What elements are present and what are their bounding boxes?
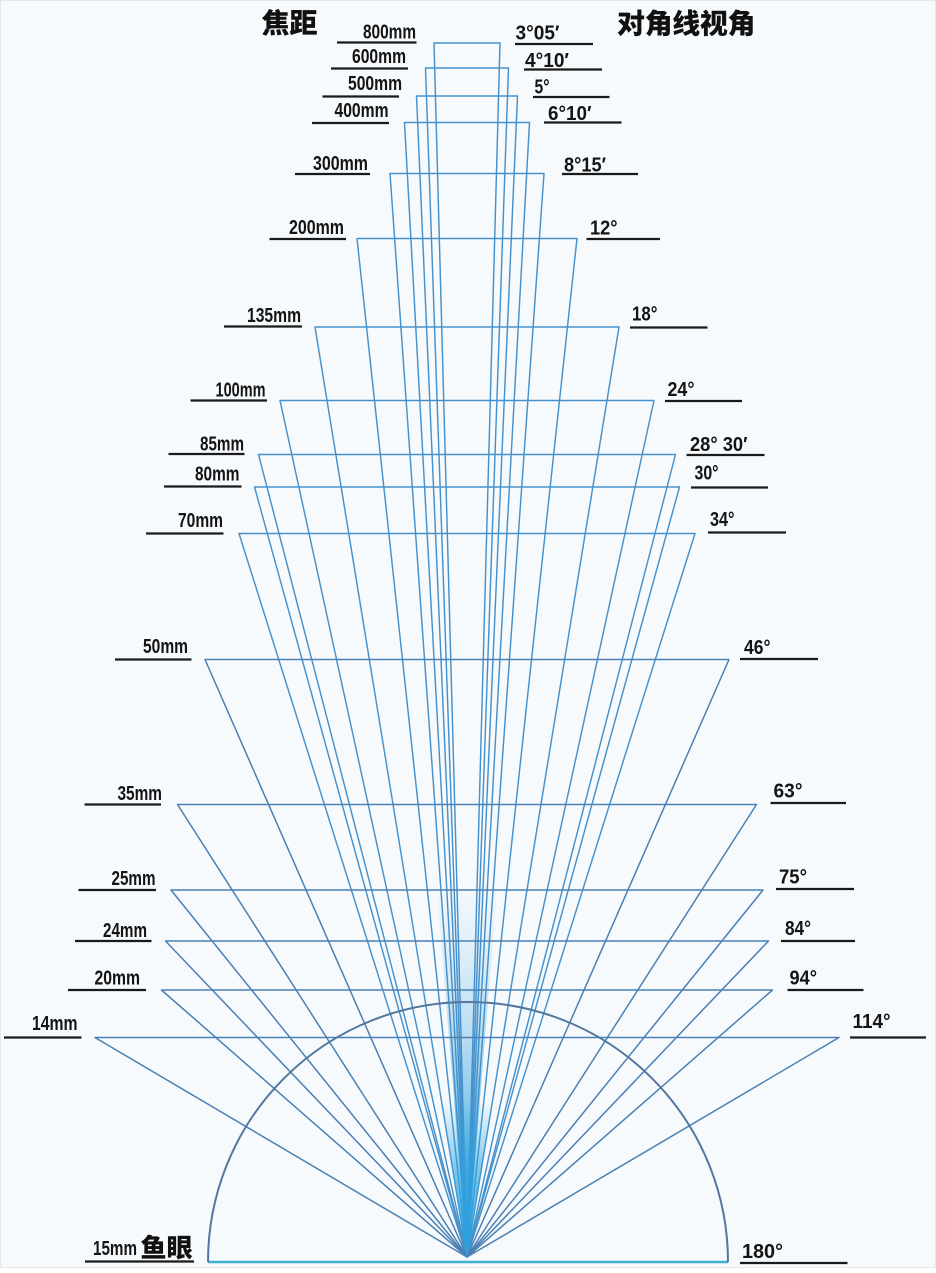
svg-text:100mm: 100mm — [216, 380, 266, 402]
svg-text:6°10′: 6°10′ — [548, 103, 592, 125]
svg-text:600mm: 600mm — [352, 46, 406, 68]
svg-text:75°: 75° — [779, 867, 807, 889]
svg-text:3°05′: 3°05′ — [516, 23, 560, 45]
svg-text:114°: 114° — [853, 1011, 891, 1033]
svg-text:12°: 12° — [590, 218, 618, 240]
svg-text:80mm: 80mm — [195, 464, 240, 486]
svg-text:15mm: 15mm — [93, 1238, 137, 1260]
svg-text:4°10′: 4°10′ — [525, 50, 569, 72]
svg-text:35mm: 35mm — [118, 783, 163, 805]
svg-text:85mm: 85mm — [200, 434, 244, 456]
svg-text:34°: 34° — [710, 509, 735, 531]
svg-text:135mm: 135mm — [247, 305, 301, 327]
svg-text:300mm: 300mm — [313, 153, 368, 175]
svg-text:70mm: 70mm — [178, 510, 223, 532]
svg-text:500mm: 500mm — [348, 73, 402, 95]
svg-text:30°: 30° — [695, 463, 719, 485]
svg-text:25mm: 25mm — [112, 868, 156, 890]
svg-text:180°: 180° — [742, 1241, 783, 1263]
svg-text:200mm: 200mm — [289, 217, 344, 239]
svg-text:5°: 5° — [535, 77, 550, 99]
svg-text:400mm: 400mm — [335, 100, 389, 122]
svg-text:63°: 63° — [774, 781, 803, 803]
svg-text:14mm: 14mm — [32, 1013, 78, 1035]
svg-text:8°15′: 8°15′ — [564, 155, 606, 177]
svg-text:24°: 24° — [668, 379, 695, 401]
svg-text:18°: 18° — [632, 304, 658, 326]
svg-text:20mm: 20mm — [95, 968, 141, 990]
svg-text:50mm: 50mm — [143, 636, 188, 658]
svg-text:94°: 94° — [790, 968, 818, 990]
svg-text:28° 30′: 28° 30′ — [690, 434, 748, 456]
svg-text:800mm: 800mm — [363, 22, 416, 44]
svg-text:46°: 46° — [744, 637, 771, 659]
svg-text:24mm: 24mm — [103, 920, 147, 942]
svg-text:84°: 84° — [785, 918, 811, 940]
